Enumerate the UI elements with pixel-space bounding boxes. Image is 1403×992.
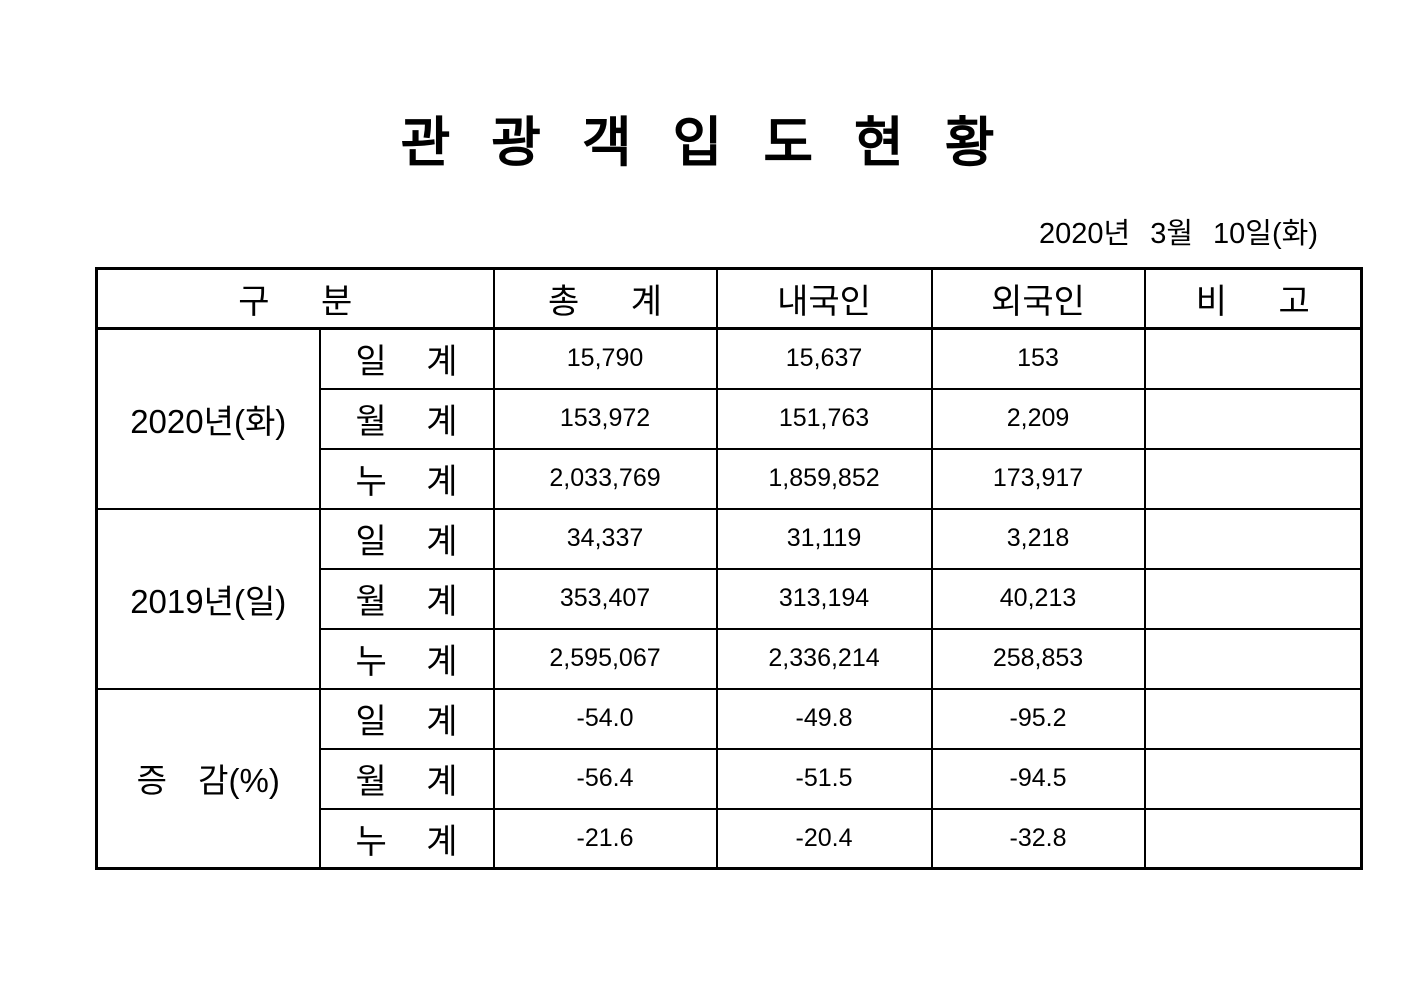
cell-total: 153,972 xyxy=(492,387,718,450)
cell-remarks xyxy=(1143,447,1363,510)
row-label-cumulative: 누 계 xyxy=(318,807,495,870)
cell-total: 2,033,769 xyxy=(492,447,718,510)
row-label-monthly: 월 계 xyxy=(318,387,495,450)
cell-domestic: 31,119 xyxy=(715,507,933,570)
cell-foreign: 3,218 xyxy=(930,507,1146,570)
cell-foreign: 153 xyxy=(930,327,1146,390)
cell-remarks xyxy=(1143,807,1363,870)
cell-remarks xyxy=(1143,627,1363,690)
table-header-row: 구 분 총 계 내국인 외국인 비 고 xyxy=(95,267,1363,330)
cell-total: -54.0 xyxy=(492,687,718,750)
cell-total: 34,337 xyxy=(492,507,718,570)
group-label-2020: 2020년(화) xyxy=(95,327,321,510)
cell-remarks xyxy=(1143,387,1363,450)
header-foreign: 외국인 xyxy=(930,267,1146,330)
cell-domestic: 2,336,214 xyxy=(715,627,933,690)
cell-remarks xyxy=(1143,507,1363,570)
header-remarks: 비 고 xyxy=(1143,267,1363,330)
cell-foreign: 258,853 xyxy=(930,627,1146,690)
cell-remarks xyxy=(1143,687,1363,750)
table-row: 월 계 353,407 313,194 40,213 xyxy=(97,567,1363,630)
cell-domestic: 151,763 xyxy=(715,387,933,450)
row-label-daily: 일 계 xyxy=(318,327,495,390)
table-row: 누 계 2,033,769 1,859,852 173,917 xyxy=(97,447,1363,510)
row-label-monthly: 월 계 xyxy=(318,567,495,630)
table-row: 증 감(%) 일 계 -54.0 -49.8 -95.2 xyxy=(95,687,1363,870)
table-row: 월 계 153,972 151,763 2,209 xyxy=(97,387,1363,450)
cell-domestic: -51.5 xyxy=(715,747,933,810)
row-label-cumulative: 누 계 xyxy=(318,447,495,510)
table-row: 2020년(화) 일 계 15,790 15,637 153 xyxy=(95,327,1363,510)
group-label-2019: 2019년(일) xyxy=(95,507,321,690)
table-row: 누 계 -21.6 -20.4 -32.8 xyxy=(97,807,1363,870)
cell-foreign: -32.8 xyxy=(930,807,1146,870)
report-date: 2020년 3월 10일(화) xyxy=(1038,218,1318,250)
row-label-monthly: 월 계 xyxy=(318,747,495,810)
cell-remarks xyxy=(1143,747,1363,810)
cell-total: 2,595,067 xyxy=(492,627,718,690)
cell-total: -56.4 xyxy=(492,747,718,810)
cell-total: 353,407 xyxy=(492,567,718,630)
cell-domestic: 1,859,852 xyxy=(715,447,933,510)
tourist-arrivals-table: 구 분 총 계 내국인 외국인 비 고 2020년(화) 일 계 15,790 … xyxy=(95,267,1364,870)
cell-foreign: -95.2 xyxy=(930,687,1146,750)
cell-domestic: 15,637 xyxy=(715,327,933,390)
header-category: 구 분 xyxy=(95,267,495,330)
cell-domestic: 313,194 xyxy=(715,567,933,630)
header-domestic: 내국인 xyxy=(715,267,933,330)
table-row: 누 계 2,595,067 2,336,214 258,853 xyxy=(97,627,1363,690)
header-total: 총 계 xyxy=(492,267,718,330)
row-label-cumulative: 누 계 xyxy=(318,627,495,690)
cell-foreign: 173,917 xyxy=(930,447,1146,510)
cell-total: -21.6 xyxy=(492,807,718,870)
cell-total: 15,790 xyxy=(492,327,718,390)
cell-remarks xyxy=(1143,327,1363,390)
cell-domestic: -20.4 xyxy=(715,807,933,870)
table-row: 월 계 -56.4 -51.5 -94.5 xyxy=(97,747,1363,810)
table-row: 2019년(일) 일 계 34,337 31,119 3,218 xyxy=(95,507,1363,690)
page-title: 관 광 객 입 도 현 황 xyxy=(400,113,1003,173)
cell-domestic: -49.8 xyxy=(715,687,933,750)
row-label-daily: 일 계 xyxy=(318,507,495,570)
cell-remarks xyxy=(1143,567,1363,630)
cell-foreign: 2,209 xyxy=(930,387,1146,450)
cell-foreign: 40,213 xyxy=(930,567,1146,630)
group-label-change-pct: 증 감(%) xyxy=(95,687,321,870)
cell-foreign: -94.5 xyxy=(930,747,1146,810)
row-label-daily: 일 계 xyxy=(318,687,495,750)
